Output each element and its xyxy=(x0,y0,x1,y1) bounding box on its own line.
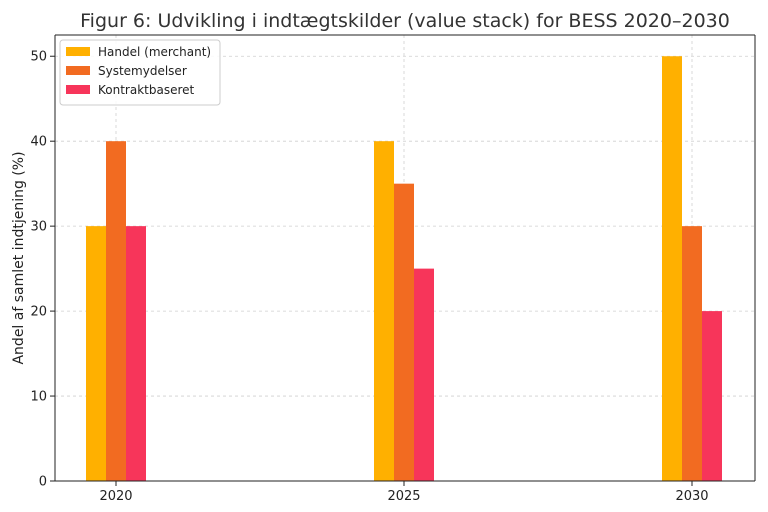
bar-2030-0 xyxy=(662,56,682,481)
legend-box xyxy=(59,39,221,106)
legend-swatch xyxy=(66,47,90,56)
bar-2025-1 xyxy=(394,183,414,481)
x-tick-label: 2020 xyxy=(99,489,132,504)
legend-label: Systemydelser xyxy=(98,64,187,78)
bars-layer xyxy=(86,56,722,481)
bar-2020-1 xyxy=(106,141,126,481)
y-tick-label: 50 xyxy=(30,50,47,65)
y-tick-label: 30 xyxy=(30,220,47,235)
x-tick-label: 2025 xyxy=(387,489,420,504)
axes-layer xyxy=(54,34,756,482)
y-tick-label: 20 xyxy=(30,305,47,320)
bar-2020-2 xyxy=(126,226,146,481)
bar-2030-2 xyxy=(702,311,722,481)
x-tick-label: 2030 xyxy=(675,489,708,504)
bar-2025-2 xyxy=(414,268,434,481)
chart-title: Figur 6: Udvikling i indtægtskilder (val… xyxy=(80,10,730,32)
y-axis-label: Andel af samlet indtjening (%) xyxy=(11,151,27,364)
y-tick-label: 0 xyxy=(39,475,47,490)
bar-2030-1 xyxy=(682,226,702,481)
bar-2025-0 xyxy=(374,141,394,481)
legend-swatch xyxy=(66,66,90,75)
legend-label: Kontraktbaseret xyxy=(98,83,195,97)
legend-swatch xyxy=(66,85,90,94)
legend: Handel (merchant) Systemydelser Kontraktba… xyxy=(59,39,221,106)
y-tick-label: 40 xyxy=(30,135,47,150)
bar-2020-0 xyxy=(86,226,106,481)
y-tick-label: 10 xyxy=(30,390,47,405)
legend-label: Handel (merchant) xyxy=(98,45,211,59)
